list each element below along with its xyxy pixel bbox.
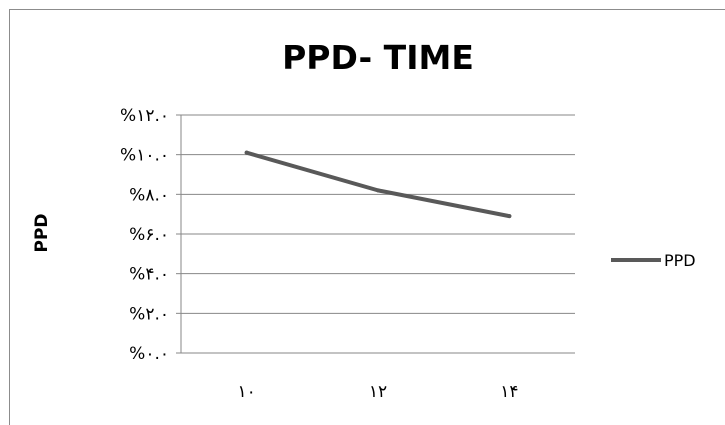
y-tick-label: %۴.۰ bbox=[129, 265, 169, 285]
legend: PPD bbox=[611, 251, 696, 270]
y-tick-label: %۶.۰ bbox=[129, 225, 169, 245]
data-point bbox=[376, 188, 380, 193]
legend-label: PPD bbox=[664, 251, 696, 270]
data-point bbox=[244, 150, 249, 155]
y-tick-labels: %۰.۰ %۲.۰ %۴.۰ %۶.۰ %۸.۰ %۱۰.۰ %۱۲.۰ bbox=[120, 106, 169, 364]
y-tick-label: %۱۰.۰ bbox=[120, 146, 169, 166]
axes bbox=[176, 114, 575, 354]
chart-area bbox=[9, 9, 725, 425]
x-tick-labels: ۱۰ ۱۲ ۱۴ bbox=[238, 382, 519, 402]
y-tick-label: %۲.۰ bbox=[129, 304, 169, 324]
chart-title: PPD- TIME bbox=[282, 38, 474, 77]
gridlines bbox=[181, 114, 575, 314]
y-tick-label: %۱۲.۰ bbox=[120, 106, 169, 126]
data-point bbox=[507, 214, 512, 219]
y-tick-label: %۸.۰ bbox=[129, 185, 169, 205]
x-tick-label: ۱۴ bbox=[500, 382, 518, 402]
x-tick-label: ۱۰ bbox=[238, 382, 256, 402]
series-lines bbox=[244, 150, 512, 219]
series-line bbox=[244, 150, 512, 219]
y-tick-label: %۰.۰ bbox=[129, 344, 169, 364]
x-tick-label: ۱۲ bbox=[369, 382, 387, 402]
